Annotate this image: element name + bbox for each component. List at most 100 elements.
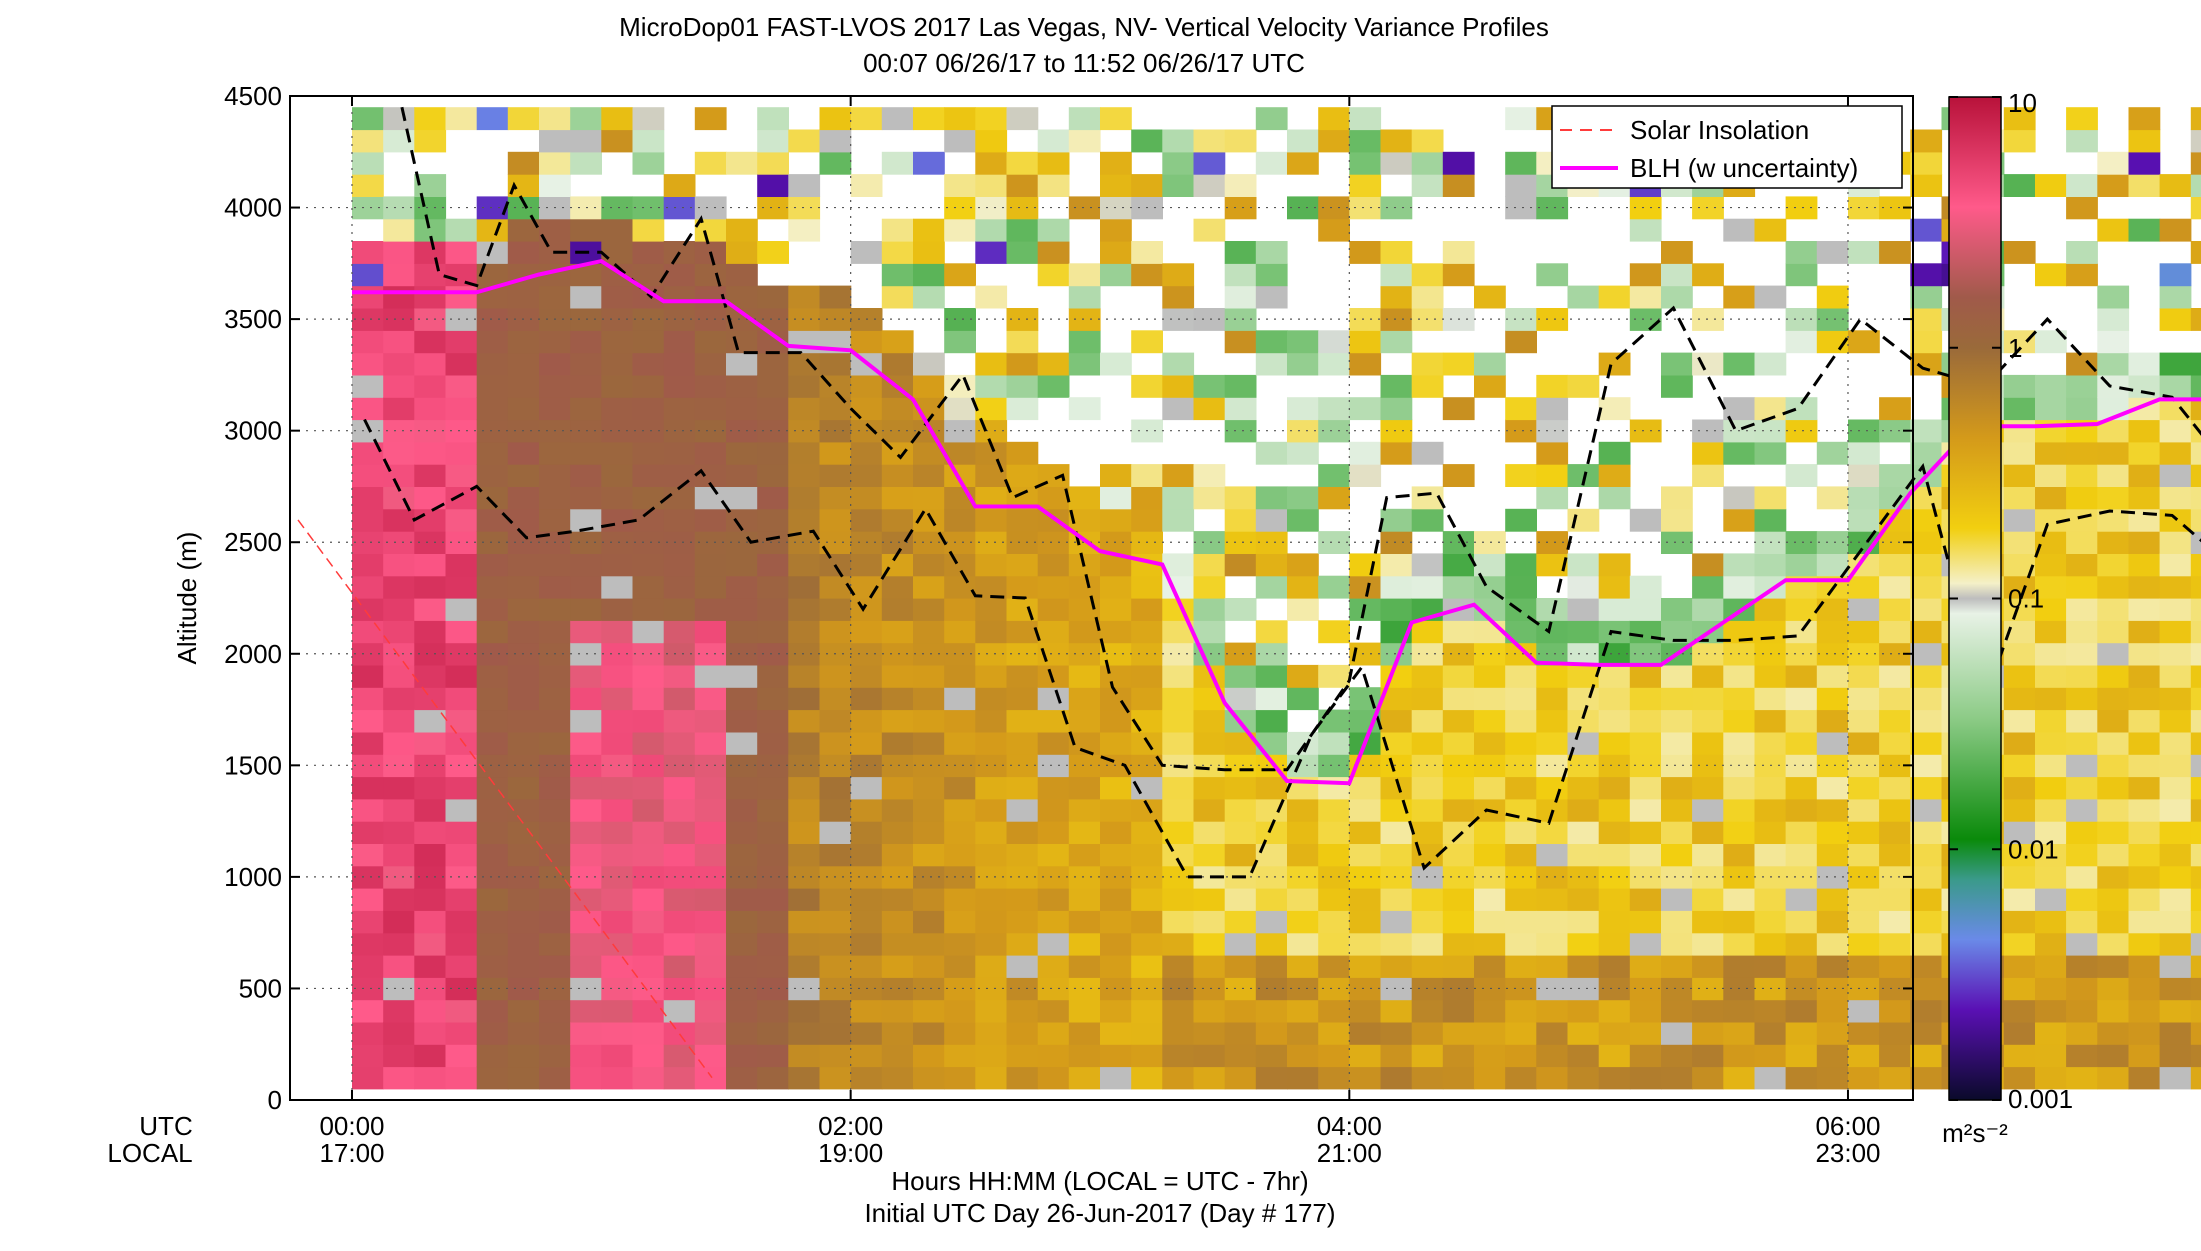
heatmap-cell (1318, 1000, 1350, 1023)
heatmap-cell (851, 486, 883, 509)
y-tick-label: 2500 (224, 527, 282, 557)
heatmap-cell (570, 843, 602, 866)
heatmap-cell (1723, 442, 1755, 465)
heatmap-cell (1381, 509, 1413, 532)
heatmap-cell (1692, 263, 1724, 286)
heatmap-cell (1318, 777, 1350, 800)
heatmap-cell (1661, 486, 1693, 509)
heatmap-cell (414, 1022, 446, 1045)
heatmap-cell (1910, 531, 1942, 554)
heatmap-cell (664, 1022, 696, 1045)
heatmap-cell (1755, 710, 1787, 733)
heatmap-cell (1879, 665, 1911, 688)
heatmap-cell (1910, 1022, 1942, 1045)
heatmap-cell (2004, 777, 2036, 800)
heatmap-cell (1412, 1067, 1444, 1090)
heatmap-cell (508, 1022, 540, 1045)
heatmap-cell (1505, 888, 1537, 911)
heatmap-cell (1474, 1067, 1506, 1090)
heatmap-cell (788, 843, 820, 866)
heatmap-cell (1131, 330, 1163, 353)
heatmap-cell (383, 263, 415, 286)
heatmap-cell (757, 665, 789, 688)
heatmap-cell (1505, 464, 1537, 487)
heatmap-cell (1038, 687, 1070, 710)
heatmap-cell (913, 1044, 945, 1067)
heatmap-cell (882, 665, 914, 688)
heatmap-cell (1381, 1067, 1413, 1090)
heatmap-cell (1879, 888, 1911, 911)
heatmap-cell (1381, 910, 1413, 933)
heatmap-cell (913, 375, 945, 398)
heatmap-cell (1131, 174, 1163, 197)
heatmap-cell (2129, 420, 2161, 443)
heatmap-cell (2097, 888, 2129, 911)
heatmap-cell (695, 933, 727, 956)
heatmap-cell (1599, 821, 1631, 844)
heatmap-cell (2191, 1022, 2201, 1045)
heatmap-cell (1318, 130, 1350, 153)
heatmap-cell (1755, 1022, 1787, 1045)
heatmap-cell (1910, 286, 1942, 309)
heatmap-cell (1879, 933, 1911, 956)
heatmap-cell (2129, 933, 2161, 956)
heatmap-cell (851, 777, 883, 800)
heatmap-cell (1692, 799, 1724, 822)
heatmap-cell (1007, 598, 1039, 621)
legend-label-blh: BLH (w uncertainty) (1630, 153, 1858, 183)
heatmap-cell (1194, 955, 1226, 978)
heatmap-cell (1786, 821, 1818, 844)
heatmap-cell (1817, 620, 1849, 643)
heatmap-cell (414, 598, 446, 621)
heatmap-cell (414, 821, 446, 844)
heatmap-cell (508, 1067, 540, 1090)
heatmap-cell (1786, 977, 1818, 1000)
heatmap-cell (757, 732, 789, 755)
heatmap-cell (1474, 732, 1506, 755)
heatmap-cell (2160, 576, 2192, 599)
heatmap-cell (2097, 843, 2129, 866)
heatmap-cell (1318, 1022, 1350, 1045)
heatmap-cell (633, 576, 665, 599)
heatmap-cell (1536, 442, 1568, 465)
heatmap-cell (695, 576, 727, 599)
heatmap-cell (1723, 687, 1755, 710)
heatmap-cell (539, 330, 571, 353)
heatmap-cell (2066, 620, 2098, 643)
heatmap-cell (383, 397, 415, 420)
heatmap-cell (1755, 1044, 1787, 1067)
heatmap-cell (664, 777, 696, 800)
heatmap-cell (1443, 955, 1475, 978)
heatmap-cell (1879, 955, 1911, 978)
heatmap-cell (446, 955, 478, 978)
heatmap-cell (414, 442, 446, 465)
heatmap-cell (601, 1067, 633, 1090)
heatmap-cell (975, 174, 1007, 197)
heatmap-cell (913, 263, 945, 286)
heatmap-cell (882, 286, 914, 309)
heatmap-cell (2097, 442, 2129, 465)
heatmap-cell (633, 442, 665, 465)
heatmap-cell (1162, 1000, 1194, 1023)
heatmap-cell (1412, 442, 1444, 465)
heatmap-cell (601, 620, 633, 643)
heatmap-cell (1817, 955, 1849, 978)
heatmap-cell (2160, 174, 2192, 197)
heatmap-cell (1848, 241, 1880, 264)
heatmap-cell (601, 732, 633, 755)
heatmap-cell (1256, 910, 1288, 933)
heatmap-cell (1225, 1067, 1257, 1090)
heatmap-cell (820, 442, 852, 465)
heatmap-cell (1879, 821, 1911, 844)
heatmap-cell (1661, 665, 1693, 688)
heatmap-cell (508, 598, 540, 621)
heatmap-cell (1287, 888, 1319, 911)
heatmap-cell (539, 910, 571, 933)
heatmap-cell (633, 353, 665, 376)
heatmap-cell (2160, 710, 2192, 733)
heatmap-cell (1287, 576, 1319, 599)
heatmap-cell (383, 375, 415, 398)
heatmap-cell (2097, 687, 2129, 710)
heatmap-cell (944, 375, 976, 398)
heatmap-cell (1505, 1067, 1537, 1090)
